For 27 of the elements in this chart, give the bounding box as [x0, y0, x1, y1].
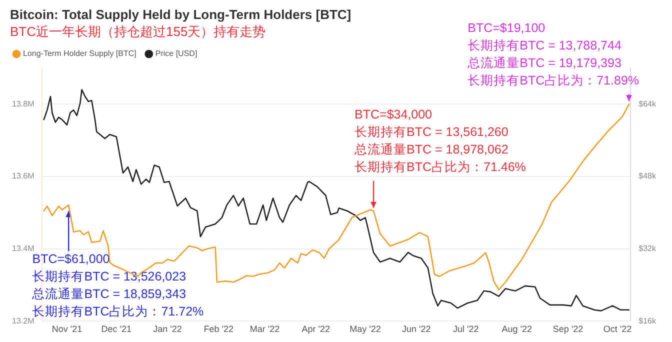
y-tick-label: 13.4M — [12, 244, 35, 254]
y2-tick-label: $48k — [638, 172, 657, 181]
y-tick-label: 13.8M — [12, 99, 35, 108]
x-tick-label: Sep '22 — [552, 324, 584, 334]
x-tick-label: Oct '22 — [603, 324, 632, 334]
x-tick-label: Apr '22 — [302, 324, 330, 334]
x-tick-label: Jan '22 — [153, 324, 182, 334]
legend-label: Long-Term Holder Supply [BTC] — [23, 49, 136, 58]
x-tick-label: Feb '22 — [204, 324, 234, 334]
x-tick-label: Jun '22 — [402, 324, 431, 334]
annotation: BTC=$34,000 长期持有BTC = 13,561,260 总流通量BTC = 18,978,062 长期持有BTC占比为：71.46% — [354, 108, 526, 174]
annotation: BTC=$61,000 长期持有BTC = 13,526,023 总流通量BTC = 18,859,343 长期持有BTC占比为：71.72% — [31, 252, 204, 318]
x-tick-label: May '22 — [350, 324, 381, 334]
y-tick-label: 13.2M — [12, 316, 35, 326]
legend-label: Price [USD] — [155, 49, 198, 58]
y-tick-label: 13.6M — [12, 172, 35, 181]
y2-tick-label: $16k — [638, 316, 657, 326]
y2-tick-label: $32k — [638, 244, 657, 254]
x-tick-label: Nov '21 — [52, 324, 82, 334]
x-tick-label: Aug '22 — [502, 324, 532, 334]
chart-title: Bitcoin: Total Supply Held by Long-Term Holders [BTC] — [10, 7, 352, 22]
x-tick-label: Jul '22 — [452, 324, 479, 334]
y2-tick-label: $64k — [638, 99, 657, 108]
x-tick-label: Mar '22 — [250, 324, 280, 334]
chart-subtitle: BTC近一年长期（持仓超过155天）持有走势 — [10, 24, 266, 40]
x-tick-label: Dec '21 — [101, 324, 132, 334]
annotation: BTC=$19,100 长期持有BTC = 13,788,744 总流通量BTC = 19,179,393 长期持有BTC占比为：71.89% — [466, 20, 640, 88]
